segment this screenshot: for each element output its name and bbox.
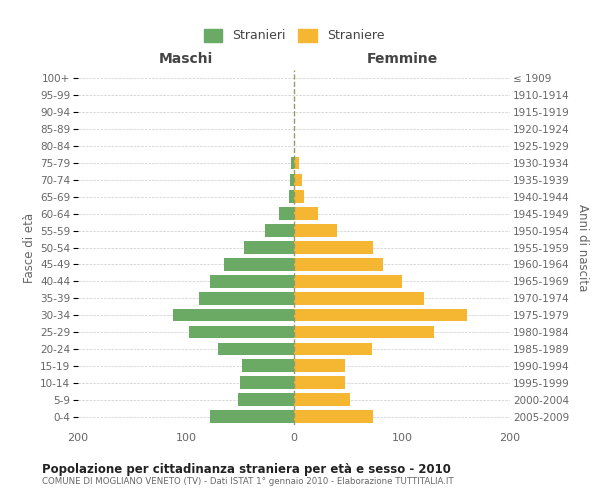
Bar [294,292,424,304]
Bar [279,208,294,220]
Bar [294,174,302,186]
Bar [294,224,337,237]
Y-axis label: Fasce di età: Fasce di età [23,212,36,282]
Bar [291,156,294,170]
Legend: Stranieri, Straniere: Stranieri, Straniere [199,24,389,48]
Bar [294,258,383,270]
Bar [224,258,294,270]
Text: Maschi: Maschi [159,52,213,66]
Y-axis label: Anni di nascita: Anni di nascita [576,204,589,291]
Bar [218,342,294,355]
Bar [244,241,294,254]
Bar [294,360,345,372]
Bar [242,360,294,372]
Bar [199,292,294,304]
Bar [240,376,294,389]
Text: Femmine: Femmine [367,52,437,66]
Bar [173,309,294,322]
Bar [290,174,294,186]
Bar [294,241,373,254]
Bar [238,394,294,406]
Bar [265,224,294,237]
Bar [210,410,294,423]
Text: Popolazione per cittadinanza straniera per età e sesso - 2010: Popolazione per cittadinanza straniera p… [42,462,451,475]
Bar [294,309,467,322]
Bar [294,394,350,406]
Bar [294,156,299,170]
Bar [294,275,402,287]
Bar [189,326,294,338]
Bar [294,326,434,338]
Text: COMUNE DI MOGLIANO VENETO (TV) - Dati ISTAT 1° gennaio 2010 - Elaborazione TUTTI: COMUNE DI MOGLIANO VENETO (TV) - Dati IS… [42,478,454,486]
Bar [210,275,294,287]
Bar [294,410,373,423]
Bar [294,376,345,389]
Bar [294,190,304,203]
Bar [294,342,372,355]
Bar [294,208,318,220]
Bar [289,190,294,203]
